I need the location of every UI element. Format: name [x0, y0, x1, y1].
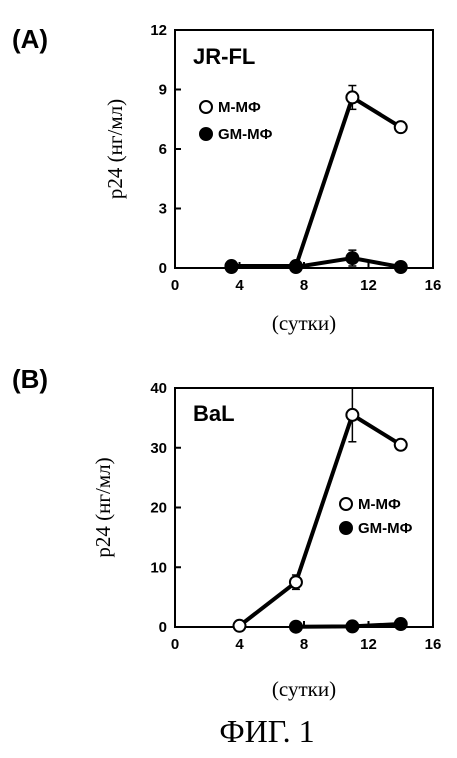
panel-a-xtick-label: 4 — [235, 277, 244, 294]
panel-a-xtick-label: 16 — [425, 277, 442, 294]
panel-a-legend-label: GM-MФ — [218, 126, 273, 143]
panel-b-series-m-mf-point — [288, 575, 303, 590]
panel-a-ytick-label: 6 — [159, 141, 167, 158]
panel-b-series-gm-mf-point — [288, 619, 303, 634]
panel-a-legend-marker — [199, 127, 213, 141]
figure-caption: ФИГ. 1 — [219, 713, 314, 749]
panel-b-xtick-label: 12 — [360, 636, 377, 653]
panel-a-series-m-mf-line — [231, 95, 402, 269]
panel-b-legend-label: M-MФ — [358, 496, 401, 513]
panel-b-ylabel: p24 (нг/мл) — [91, 457, 115, 557]
panel-b-series-m-mf-point — [345, 407, 360, 422]
panel-a-series-m-mf-point — [345, 90, 360, 105]
panel-a-xlabel: (сутки) — [272, 311, 336, 335]
panel-b-xtick-label: 8 — [300, 636, 308, 653]
panel-a-series-gm-mf-point — [288, 260, 303, 275]
panel-a-label: (A) — [12, 24, 48, 54]
panel-a-legend-marker — [199, 100, 213, 114]
panel-b-series-m-mf-point — [232, 618, 247, 633]
panel-b-series-gm-mf-point — [393, 617, 408, 632]
panel-b-ytick-label: 40 — [150, 380, 167, 397]
panel-b-title: BaL — [193, 401, 235, 426]
panel-b-xtick-label: 0 — [171, 636, 179, 653]
panel-a-xtick-label: 8 — [300, 277, 308, 294]
panel-a-title: JR-FL — [193, 44, 255, 69]
panel-a-xtick-label: 0 — [171, 277, 179, 294]
panel-b-series-m-mf-line — [238, 412, 402, 628]
panel-b-legend-marker — [339, 497, 353, 511]
panel-b-ytick-label: 30 — [150, 440, 167, 457]
panel-b-ytick-label: 20 — [150, 500, 167, 517]
panel-a-series-m-mf-point — [393, 120, 408, 135]
panel-b-label: (B) — [12, 364, 48, 394]
panel-b-legend-label: GM-MФ — [358, 520, 413, 537]
panel-b-series-gm-mf-point — [345, 619, 360, 634]
panel-a-ytick-label: 3 — [159, 201, 167, 218]
panel-b-ytick-label: 0 — [159, 619, 167, 636]
panel-a-legend-label: M-MФ — [218, 99, 261, 116]
panel-a-series-gm-mf-line — [231, 256, 402, 270]
panel-a-ytick-label: 0 — [159, 260, 167, 277]
panel-b-xtick-label: 4 — [235, 636, 244, 653]
panel-b-xlabel: (сутки) — [272, 677, 336, 701]
panel-a-series-gm-mf-point — [224, 260, 239, 275]
panel-b-xtick-label: 16 — [425, 636, 442, 653]
panel-b-series-m-mf-point — [393, 437, 408, 452]
panel-b-ytick-label: 10 — [150, 559, 167, 576]
panel-a-ytick-label: 9 — [159, 82, 167, 99]
panel-b-legend-marker — [339, 521, 353, 535]
panel-a-series-gm-mf-point — [345, 251, 360, 266]
panel-a-xtick-label: 12 — [360, 277, 377, 294]
panel-a-ylabel: p24 (нг/мл) — [103, 99, 127, 199]
panel-a-series-gm-mf-point — [393, 260, 408, 275]
panel-a-ytick-label: 12 — [150, 22, 167, 39]
